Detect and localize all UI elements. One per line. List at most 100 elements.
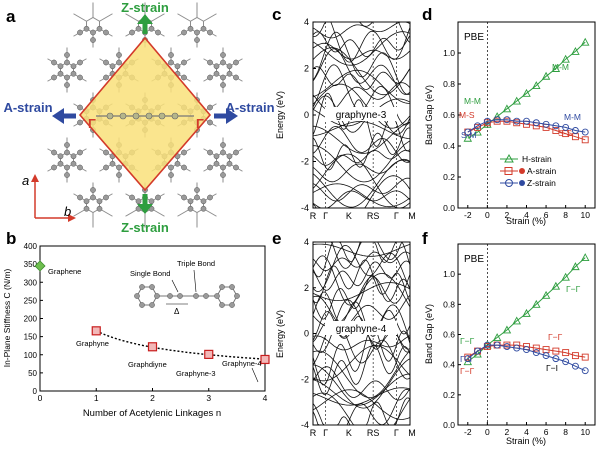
z-strain-point <box>483 117 491 125</box>
carbon-atom <box>70 63 77 70</box>
a-strain-arrowhead-right <box>226 108 238 124</box>
carbon-atom <box>181 164 187 171</box>
gamma-label-left: Γ <box>88 116 96 131</box>
a-strain-label-right: A-strain <box>225 100 274 115</box>
band-line <box>312 344 411 396</box>
chain-atom <box>119 112 127 120</box>
carbon-atom <box>207 74 213 81</box>
z-strain-point <box>552 122 560 130</box>
band-line <box>312 69 410 104</box>
acetylenic-link <box>203 13 217 22</box>
carbon-atom <box>64 74 70 81</box>
y-tick-label-gap: 1.0 <box>443 269 455 279</box>
z-strain-point <box>581 367 589 375</box>
z-strain-point <box>464 128 472 136</box>
triple-bond-label: Triple Bond <box>177 259 215 268</box>
x-tick-label-gap: 0 <box>485 427 490 437</box>
x-tick-label-gap: 10 <box>580 210 590 220</box>
title-e: graphyne-4 <box>336 324 387 335</box>
y-tick-label-gap: 0.4 <box>443 360 455 370</box>
graphdiyne-point-label: Graphdiyne <box>128 360 167 369</box>
graphyne3-point-label: Graphyne-3 <box>176 369 216 378</box>
carbon-atom <box>220 52 226 58</box>
band-line <box>313 241 410 269</box>
carbon-atom <box>226 70 233 77</box>
legend-h-strain: H-strain <box>522 154 552 164</box>
chain-atom <box>171 112 179 120</box>
x-tick-label-b: 2 <box>150 393 155 403</box>
x-tick-label-gap: 2 <box>505 427 510 437</box>
title-bg-c <box>325 107 397 121</box>
carbon-atom <box>194 187 200 193</box>
stiffness-point <box>91 326 101 336</box>
stiffness-point <box>204 349 214 359</box>
panel-label-a: a <box>6 7 16 26</box>
z-strain-point <box>493 116 501 124</box>
carbon-atom <box>168 172 174 178</box>
carbon-atom <box>57 63 64 70</box>
z-strain-point <box>523 117 530 125</box>
carbon-atom <box>207 194 213 201</box>
carbon-atom <box>187 205 194 212</box>
legend-z-strain: Z-strain <box>527 178 556 188</box>
carbon-atom <box>187 25 194 32</box>
carbon-atom <box>57 160 64 167</box>
y-tick-label-gap: 0.2 <box>443 390 455 400</box>
carbon-atom <box>181 74 187 81</box>
h-strain-point <box>463 133 473 142</box>
y-tick-label-b: 200 <box>24 315 38 324</box>
inset-atom <box>139 302 145 308</box>
band-line <box>312 31 411 96</box>
x-tick-label-b: 4 <box>263 393 268 403</box>
band-line <box>312 66 411 91</box>
band-line <box>312 47 411 96</box>
h-strain-point <box>502 325 512 334</box>
carbon-atom <box>103 194 109 201</box>
x-axis-label-b: Number of Acetylenic Linkages n <box>83 408 221 419</box>
h-strain-point <box>522 88 531 97</box>
stiffness-point <box>147 342 158 352</box>
h-strain-point <box>571 47 580 55</box>
y-tick-label-band: 2 <box>304 283 309 293</box>
lattice-chain <box>96 112 194 120</box>
carbon-atom <box>226 160 233 167</box>
x-tick-label-band: Γ <box>394 211 399 221</box>
y-tick-label-band: -2 <box>301 374 309 384</box>
band-line <box>312 392 411 426</box>
mm-label-blue: M-M <box>564 112 581 122</box>
y-tick-label-gap: 0.4 <box>443 141 455 151</box>
h-strain-point <box>580 253 590 262</box>
x-tick-label-b: 3 <box>206 393 211 403</box>
inset-atom <box>229 284 235 290</box>
band-line <box>312 127 411 171</box>
carbon-atom <box>96 198 103 205</box>
carbon-atom <box>116 52 122 58</box>
x-tick-label-band: RS <box>367 428 380 438</box>
carbon-atom <box>103 59 109 66</box>
x-tick-label-band: K <box>346 211 352 221</box>
band-line <box>312 326 411 386</box>
band-line <box>312 140 411 183</box>
x-tick-label-band: Γ <box>394 428 399 438</box>
x-tick-label-gap: 6 <box>544 210 549 220</box>
chain-atom <box>145 112 153 120</box>
carbon-atom <box>194 37 200 43</box>
carbon-atom <box>181 29 187 36</box>
band-line <box>312 48 411 95</box>
x-tick-label-band: Γ <box>323 211 328 221</box>
x-tick-label-gap: 8 <box>563 210 568 220</box>
band-line <box>312 190 411 209</box>
panel-f: f -2 0 2 4 6 8 10 0.0 0.2 0.4 0.6 0.8 1.0 PBE Band G… <box>422 229 596 446</box>
carbon-atom <box>116 59 122 66</box>
carbon-atom <box>64 172 70 178</box>
chain-atom <box>132 112 140 120</box>
carbon-atom <box>181 149 187 156</box>
h-strain-point <box>551 281 561 290</box>
inset-atom <box>177 293 183 299</box>
z-strain-point <box>542 352 550 360</box>
gi-label-right: Γ−I <box>546 363 558 373</box>
carbon-atom <box>220 59 226 66</box>
z-strain-point <box>581 128 589 136</box>
carbon-atom <box>226 153 233 160</box>
inset-atom <box>214 293 220 299</box>
